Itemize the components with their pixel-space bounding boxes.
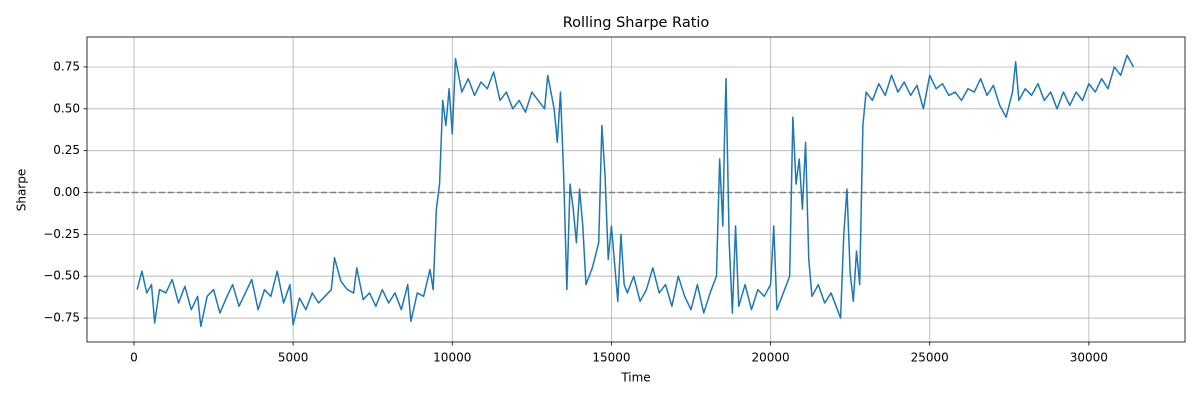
y-tick-label: −0.50: [43, 269, 80, 283]
x-tick-label: 25000: [911, 351, 949, 365]
plot-frame: [86, 36, 1186, 343]
x-tick-label: 20000: [751, 351, 789, 365]
y-tick-label: −0.75: [43, 311, 80, 325]
y-tick-label: 0.50: [53, 101, 80, 115]
y-axis-label: Sharpe: [15, 169, 29, 212]
chart-title: Rolling Sharpe Ratio: [563, 15, 710, 31]
x-tick-label: 5000: [278, 351, 309, 365]
x-tick-label: 30000: [1070, 351, 1108, 365]
y-tick-label: 0.25: [53, 143, 80, 157]
x-tick-label: 0: [130, 351, 138, 365]
data-line: [136, 54, 1135, 328]
y-tick-label: 0.75: [53, 59, 80, 73]
x-tick-label: 15000: [592, 351, 630, 365]
x-tick-label: 10000: [433, 351, 471, 365]
y-tick-label: 0.00: [53, 185, 80, 199]
y-tick-label: −0.25: [43, 227, 80, 241]
x-axis-label: Time: [620, 371, 650, 385]
